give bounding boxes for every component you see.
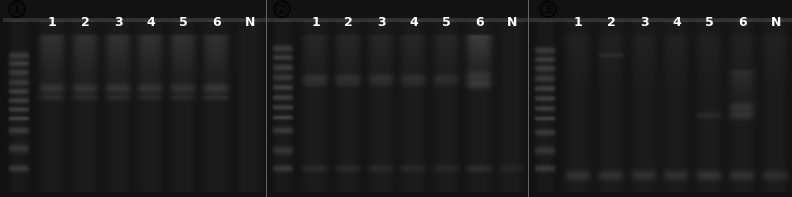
Text: 2: 2 [345, 16, 353, 29]
Text: N: N [245, 16, 255, 29]
Text: 3: 3 [640, 16, 649, 29]
Text: 5: 5 [442, 16, 451, 29]
Text: 4: 4 [409, 16, 418, 29]
Text: 2: 2 [607, 16, 615, 29]
Text: N: N [507, 16, 517, 29]
Text: ③: ③ [541, 2, 555, 17]
Text: 2: 2 [81, 16, 89, 29]
Text: 3: 3 [377, 16, 386, 29]
Text: 1: 1 [574, 16, 583, 29]
Text: 1: 1 [311, 16, 320, 29]
Text: 6: 6 [738, 16, 747, 29]
Text: N: N [771, 16, 781, 29]
Text: 5: 5 [180, 16, 188, 29]
Text: 6: 6 [474, 16, 483, 29]
Text: 3: 3 [114, 16, 123, 29]
Text: 6: 6 [212, 16, 221, 29]
Text: 4: 4 [672, 16, 681, 29]
Text: ①: ① [10, 2, 24, 17]
Text: ②: ② [275, 2, 289, 17]
Text: 5: 5 [706, 16, 714, 29]
Text: 4: 4 [147, 16, 155, 29]
Text: 1: 1 [48, 16, 57, 29]
